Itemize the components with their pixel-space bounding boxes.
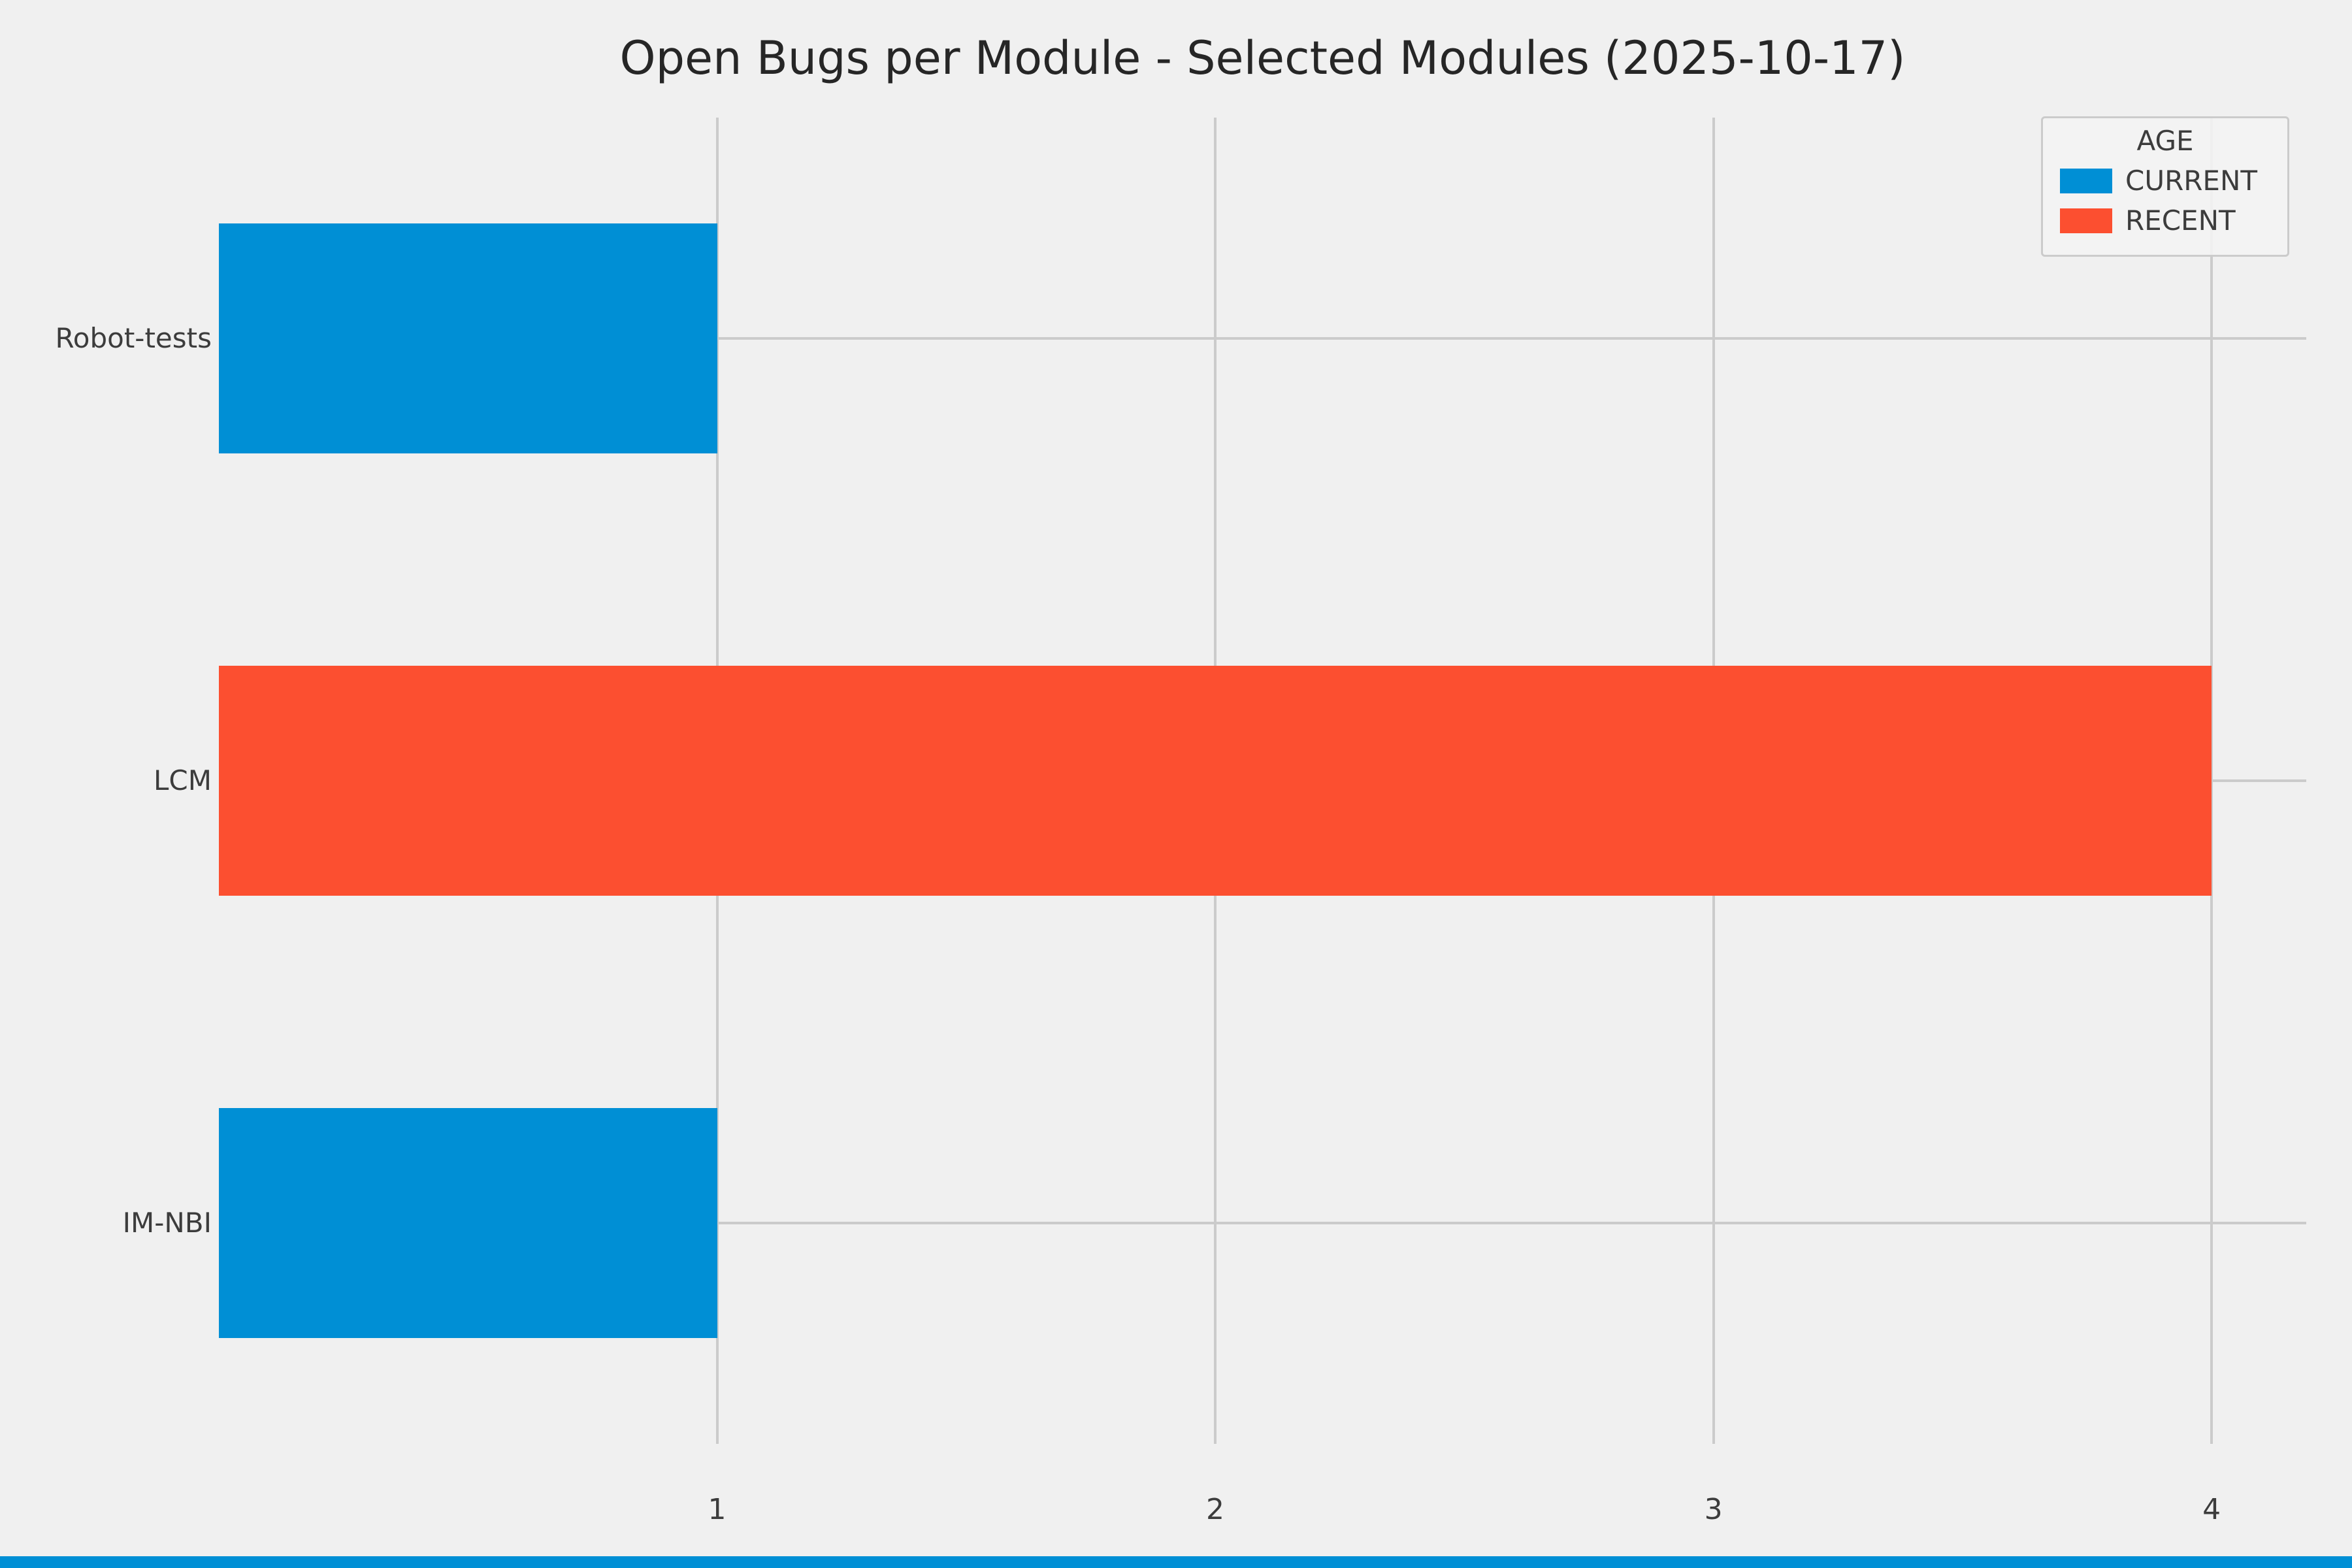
legend-swatch-current (2060, 168, 2112, 193)
x-tick-label: 2 (1206, 1493, 1225, 1526)
bottom-accent-strip (0, 1556, 2352, 1568)
bar-robot-tests (219, 223, 717, 454)
legend-title: AGE (2136, 125, 2194, 157)
x-tick-label: 4 (2202, 1493, 2221, 1526)
x-tick-label: 1 (708, 1493, 727, 1526)
x-tick-label: 3 (1704, 1493, 1723, 1526)
chart-title: Open Bugs per Module - Selected Modules … (619, 31, 1906, 85)
legend-entry-recent: RECENT (2060, 204, 2287, 237)
y-tick-label: Robot-tests (55, 322, 212, 355)
legend-label: RECENT (2125, 204, 2236, 237)
bar-lcm (219, 666, 2212, 896)
legend-swatch-recent (2060, 208, 2112, 233)
legend-label: CURRENT (2125, 165, 2258, 197)
gridline-horizontal (219, 337, 2306, 340)
y-tick-label: IM-NBI (122, 1206, 212, 1239)
gridline-vertical (2210, 118, 2213, 1444)
gridline-horizontal (219, 1221, 2306, 1224)
y-tick-label: LCM (154, 764, 212, 796)
plot-area (219, 118, 2306, 1444)
legend: AGE CURRENT RECENT (2041, 116, 2289, 257)
legend-entry-current: CURRENT (2060, 165, 2287, 197)
bar-im-nbi (219, 1107, 717, 1338)
legend-rows: CURRENT RECENT (2043, 165, 2287, 237)
